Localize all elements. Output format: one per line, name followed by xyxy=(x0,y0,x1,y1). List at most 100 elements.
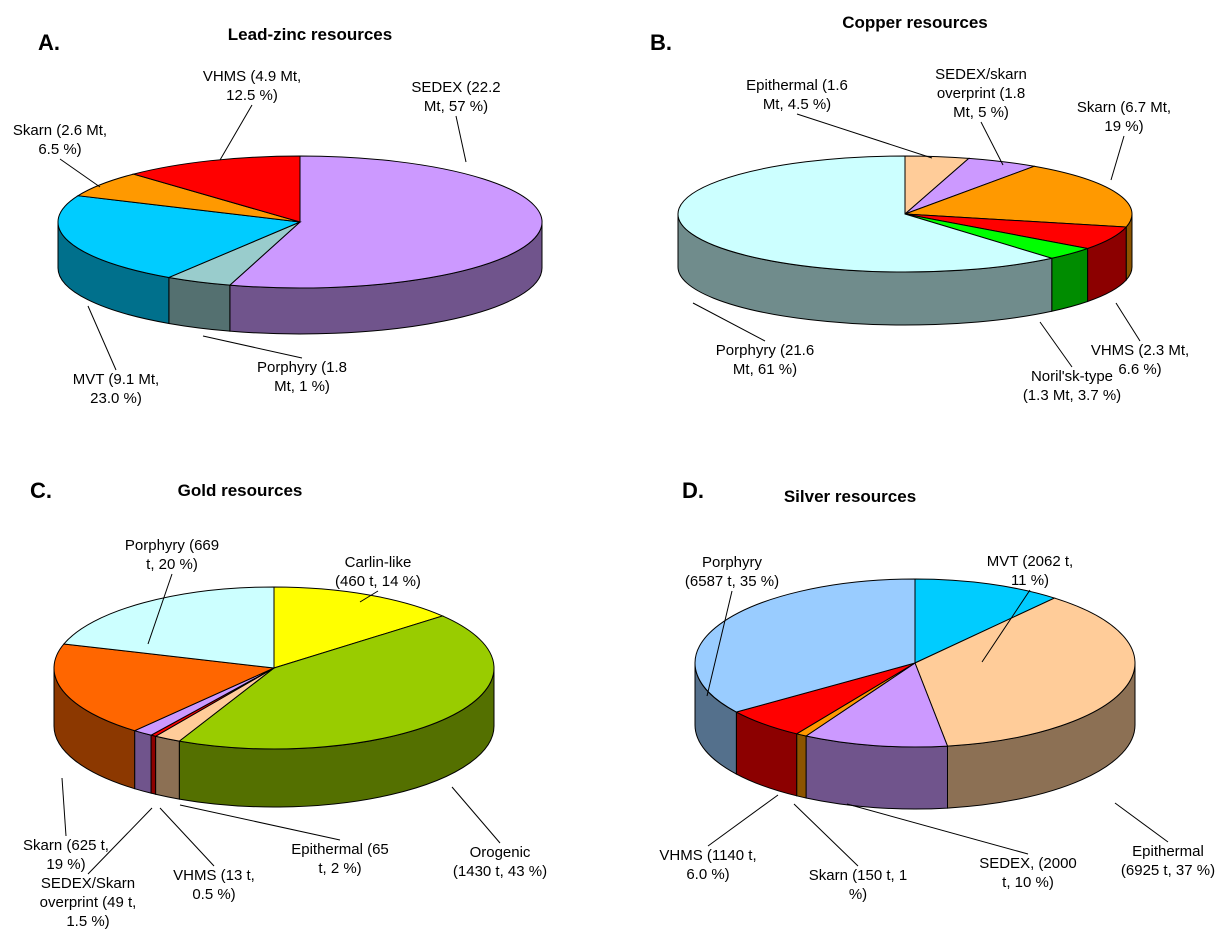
callout-line: Skarn (2.6 Mt, xyxy=(13,122,107,139)
callout-label-vhms: VHMS (1140 t, 6.0 %) xyxy=(659,847,756,883)
callout-line: SEDEX/Skarn xyxy=(41,875,135,892)
callout-label-mvt: MVT (2062 t, 11 %) xyxy=(987,553,1073,589)
callout-label-vhms: VHMS (13 t, 0.5 %) xyxy=(173,867,255,903)
leader-line-epithermal xyxy=(179,804,341,841)
callout-label-sedex: SEDEX (22.2 Mt, 57 %) xyxy=(411,79,500,115)
leader-line-vhms xyxy=(219,104,253,161)
pie-slice-mvt xyxy=(57,195,302,278)
pie-slice-skarn xyxy=(904,165,1133,228)
leader-line-porphyry xyxy=(202,335,303,359)
leader-line-porphyry xyxy=(147,573,173,645)
callout-line: (460 t, 14 %) xyxy=(335,573,421,590)
callout-line: Epithermal (1.6 xyxy=(746,77,848,94)
callout-line: 6.5 %) xyxy=(38,141,81,158)
callout-line: Mt, 1 %) xyxy=(274,378,330,395)
pie-slice-sedex xyxy=(228,155,543,289)
callout-line: MVT (9.1 Mt, xyxy=(73,371,159,388)
callout-line: 1.5 %) xyxy=(66,913,109,930)
leader-line-skarn xyxy=(1110,135,1125,181)
callout-label-skarn: Skarn (625 t, 19 %) xyxy=(23,837,109,873)
leader-line-epithermal xyxy=(1114,802,1169,843)
leader-line-skarn xyxy=(793,803,859,867)
callout-label-epithermal: Epithermal (1.6 Mt, 4.5 %) xyxy=(746,77,848,113)
callout-line: Porphyry (669 xyxy=(125,537,219,554)
pie-slice-mvt xyxy=(914,578,1056,664)
leader-line-sedex xyxy=(846,803,1029,855)
callout-label-vhms: VHMS (2.3 Mt, 6.6 %) xyxy=(1091,342,1189,378)
panel-letter: A. xyxy=(38,30,60,55)
callout-line: 23.0 %) xyxy=(90,390,142,407)
pie-top xyxy=(57,155,543,289)
leader-line-porphyry xyxy=(692,302,766,342)
callout-line: %) xyxy=(849,886,867,903)
leader-line-vhms xyxy=(159,807,215,867)
callout-line: 11 %) xyxy=(1011,572,1049,589)
callout-label-skarn: Skarn (2.6 Mt, 6.5 %) xyxy=(13,122,107,158)
callout-line: Epithermal xyxy=(1132,843,1204,860)
callout-label-noril-sk-type: Noril'sk-type (1.3 Mt, 3.7 %) xyxy=(1023,368,1121,404)
leader-line-vhms xyxy=(1115,302,1141,342)
callout-line: Mt, 57 %) xyxy=(424,98,488,115)
pie-slice-orogenic xyxy=(178,615,495,750)
callout-label-mvt: MVT (9.1 Mt, 23.0 %) xyxy=(73,371,159,407)
callout-line: SEDEX, (2000 xyxy=(979,855,1077,872)
callout-line: VHMS (4.9 Mt, xyxy=(203,68,301,85)
callout-line: Orogenic xyxy=(470,844,531,861)
callout-label-vhms: VHMS (4.9 Mt, 12.5 %) xyxy=(203,68,301,104)
pie-slice-skarn xyxy=(53,643,276,732)
callout-label-porphyry: Porphyry (1.8 Mt, 1 %) xyxy=(257,359,347,395)
callout-line: Mt, 4.5 %) xyxy=(763,96,831,113)
callout-line: t, 10 %) xyxy=(1002,874,1054,891)
chart-title: Gold resources xyxy=(178,481,303,500)
callout-line: Porphyry (1.8 xyxy=(257,359,347,376)
leader-line-vhms xyxy=(707,794,779,847)
leader-line-skarn xyxy=(59,158,101,188)
pie-chart-2: Epithermal (1.6 Mt, 4.5 %) SEDEX/skarn over… xyxy=(650,13,1189,404)
callout-label-orogenic: Orogenic (1430 t, 43 %) xyxy=(453,844,547,880)
leader-line-carlin-like xyxy=(359,590,379,603)
callout-label-sedex-skarn-overprint: SEDEX/skarn overprint (1.8 Mt, 5 %) xyxy=(935,66,1027,121)
pie-side-walls xyxy=(53,667,495,808)
leader-line-orogenic xyxy=(451,786,501,844)
leader-line-mvt xyxy=(87,305,117,371)
callout-line: Mt, 5 %) xyxy=(953,104,1009,121)
callout-line: 6.0 %) xyxy=(686,866,729,883)
pie-side-walls xyxy=(57,221,543,335)
callout-line: (6925 t, 37 %) xyxy=(1121,862,1215,879)
callout-label-epithermal: Epithermal (65 t, 2 %) xyxy=(291,841,389,877)
callout-line: 19 %) xyxy=(1104,118,1143,135)
chart-title: Copper resources xyxy=(842,13,988,32)
callout-line: SEDEX (22.2 xyxy=(411,79,500,96)
leader-line-porphyry xyxy=(706,590,733,697)
callout-label-porphyry: Porphyry (6587 t, 35 %) xyxy=(685,554,779,590)
callout-line: 12.5 %) xyxy=(226,87,278,104)
callout-line: Skarn (6.7 Mt, xyxy=(1077,99,1171,116)
pie-slice-vhms xyxy=(131,155,301,223)
callout-line: (1430 t, 43 %) xyxy=(453,863,547,880)
pie-chart-4: MVT (2062 t, 11 %) Epithermal (6925 t, 37 %… xyxy=(659,478,1215,903)
pie-slice-porphyry xyxy=(677,155,1052,273)
pie-wall-vhms xyxy=(150,734,157,795)
callout-line: Skarn (625 t, xyxy=(23,837,109,854)
callout-line: Carlin-like xyxy=(345,554,412,571)
pie-top xyxy=(677,155,1133,273)
pie-chart-3: Carlin-like (460 t, 14 %) Orogenic (1430 t,… xyxy=(23,478,547,930)
callout-line: (1.3 Mt, 3.7 %) xyxy=(1023,387,1121,404)
callout-label-epithermal: Epithermal (6925 t, 37 %) xyxy=(1121,843,1215,879)
pie-top xyxy=(694,578,1136,748)
pie-slice-epithermal xyxy=(914,597,1136,747)
callout-line: overprint (49 t, xyxy=(40,894,137,911)
callout-line: 6.6 %) xyxy=(1118,361,1161,378)
callout-line: t, 20 %) xyxy=(146,556,198,573)
callout-line: t, 2 %) xyxy=(318,860,361,877)
panel-letter: C. xyxy=(30,478,52,503)
panel-letter: B. xyxy=(650,30,672,55)
callout-label-skarn: Skarn (6.7 Mt, 19 %) xyxy=(1077,99,1171,135)
callout-line: MVT (2062 t, xyxy=(987,553,1073,570)
callout-line: 0.5 %) xyxy=(192,886,235,903)
callout-line: Skarn (150 t, 1 xyxy=(809,867,907,884)
leader-line-noril-sk-type xyxy=(1039,321,1073,368)
callout-label-porphyry: Porphyry (21.6 Mt, 61 %) xyxy=(716,342,814,378)
pie-top xyxy=(53,586,495,750)
